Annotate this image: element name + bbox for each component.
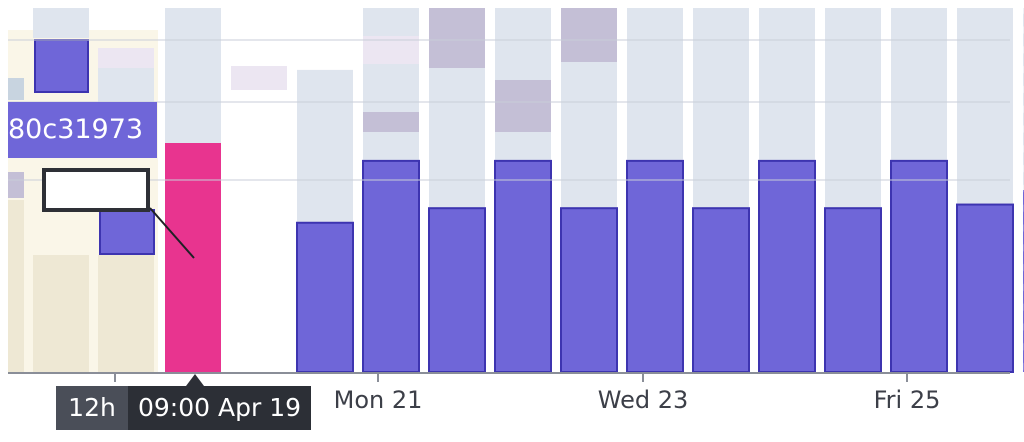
background-bar (297, 69, 353, 223)
annotation-connector (149, 207, 195, 259)
data-bar (428, 207, 486, 373)
hover-caret-icon (186, 374, 204, 386)
data-bar (692, 207, 750, 373)
data-bar (824, 207, 882, 373)
hover-time-badge: 09:00 Apr 19 (128, 386, 312, 430)
annotation-box (42, 168, 150, 212)
annotation-flag-label: 80c31973 (8, 114, 144, 145)
resolution-badge[interactable]: 12h (56, 386, 128, 430)
data-bar (34, 39, 89, 93)
data-bar (494, 159, 552, 373)
annotation-flag[interactable]: 80c31973 (8, 102, 158, 158)
background-bar (759, 8, 815, 161)
data-bar (296, 221, 354, 373)
past-bar (98, 255, 154, 372)
muted-bar (8, 172, 24, 198)
background-bar (957, 8, 1013, 205)
data-bar (99, 209, 155, 255)
muted-bar (495, 80, 551, 132)
x-tick-label: Fri 25 (873, 386, 941, 414)
background-bar (891, 8, 947, 161)
x-tick-label: Wed 23 (597, 386, 689, 414)
muted-bar (561, 8, 617, 62)
background-bar (98, 68, 154, 102)
data-bar (758, 159, 816, 373)
data-bar (626, 159, 684, 373)
muted-bar (363, 112, 419, 132)
background-bar (693, 8, 749, 209)
background-bar (825, 8, 881, 209)
x-tick-label: Mon 21 (333, 386, 423, 414)
muted-bar (429, 8, 485, 68)
background-bar (98, 48, 154, 68)
past-bar (8, 200, 24, 372)
data-bar (956, 203, 1014, 373)
background-bar (627, 8, 683, 161)
data-bar (890, 159, 948, 373)
background-bar (33, 8, 89, 38)
past-bar (33, 255, 89, 372)
data-bar (362, 159, 420, 373)
muted-bar (363, 36, 419, 64)
muted-bar (231, 66, 287, 90)
background-bar (165, 8, 221, 143)
background-bar (8, 78, 24, 100)
data-bar (560, 207, 618, 373)
background-bar (363, 8, 419, 161)
